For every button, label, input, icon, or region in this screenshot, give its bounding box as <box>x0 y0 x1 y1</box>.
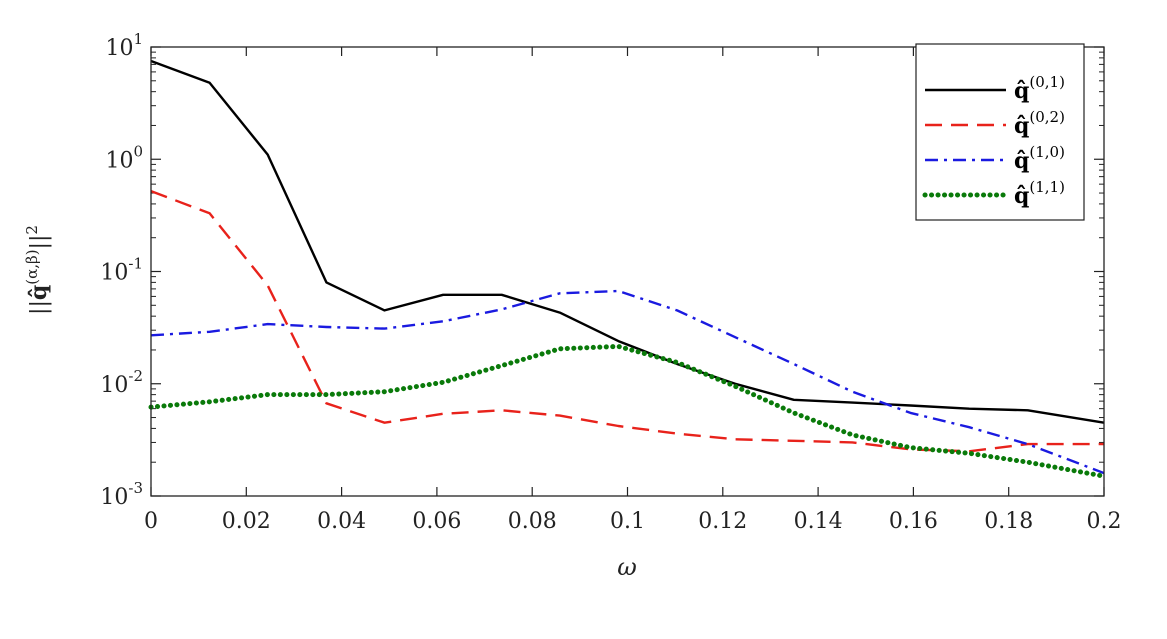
legend-box <box>915 43 1085 221</box>
series-line-4 <box>148 343 1107 479</box>
y-tick-label: 10-3 <box>100 479 143 510</box>
ticks-layer: 0 0.02 0.04 0.06 0.08 0.1 0.12 0.14 0.16 0.18 0.2 1… <box>100 30 1121 534</box>
series-line-1 <box>150 59 1105 424</box>
x-tick-label: 0.16 <box>889 509 938 534</box>
x-tick-label: 0.18 <box>984 509 1033 534</box>
y-tick-label: 100 <box>105 142 143 173</box>
y-tick-label: 101 <box>105 30 143 61</box>
x-tick-label: 0.1 <box>610 509 645 534</box>
series-line-2 <box>150 189 1104 453</box>
y-axis-label: ||q̂(α,β)||2 <box>23 225 52 315</box>
x-tick-label: 0.12 <box>698 509 747 534</box>
legend: q̂(0,1) q̂(0,2) q̂(1,0) q̂(1,1) <box>915 43 1085 221</box>
y-tick-label: 10-1 <box>100 255 143 286</box>
series-layer <box>148 59 1107 479</box>
series-line-3 <box>150 289 1105 475</box>
x-tick-label: 0.04 <box>317 509 366 534</box>
legend-label-1: q̂(0,1) <box>1014 73 1065 104</box>
svg-text:||q̂(α,β)||2: ||q̂(α,β)||2 <box>23 225 52 315</box>
x-tick-label: 0.14 <box>794 509 843 534</box>
plot-frame <box>150 46 1105 497</box>
y-tick-label: 10-2 <box>100 367 143 398</box>
x-tick-label: 0.08 <box>508 509 557 534</box>
legend-label-2: q̂(0,2) <box>1014 108 1065 139</box>
legend-label-4: q̂(1,1) <box>1014 178 1065 209</box>
x-tick-label: 0 <box>144 509 158 534</box>
x-axis-label: ω <box>617 553 637 581</box>
x-tick-label: 0.2 <box>1087 509 1122 534</box>
x-tick-label: 0.02 <box>222 509 271 534</box>
legend-label-3: q̂(1,0) <box>1014 143 1065 174</box>
x-tick-label: 0.06 <box>412 509 461 534</box>
